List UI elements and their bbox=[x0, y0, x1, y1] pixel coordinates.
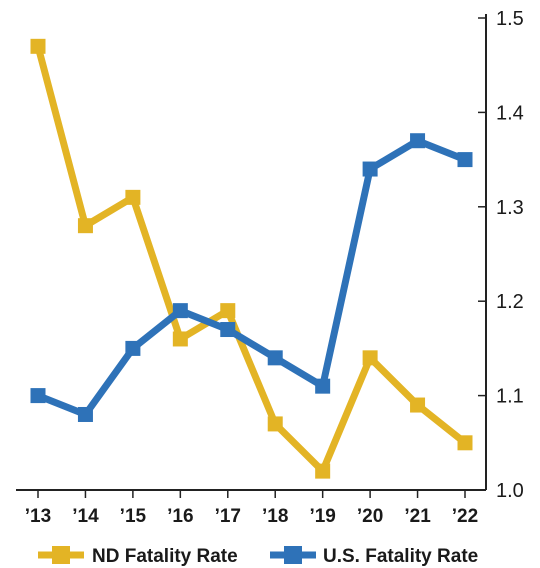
x-tick-label: ’17 bbox=[215, 506, 241, 527]
legend-label: U.S. Fatality Rate bbox=[323, 546, 478, 567]
data-point bbox=[125, 341, 140, 356]
data-point bbox=[363, 162, 378, 177]
x-tick-label: ’20 bbox=[357, 506, 383, 527]
x-tick-label: ’13 bbox=[25, 506, 51, 527]
axes: 1.0 1.1 1.2 1.3 1.4 1.5 ’13 ’14 ’15 ’16 ’17 ’18 ’19 ’… bbox=[16, 8, 524, 527]
data-point bbox=[315, 464, 330, 479]
data-point bbox=[31, 388, 46, 403]
x-tick-label: ’16 bbox=[167, 506, 193, 527]
data-point bbox=[173, 331, 188, 346]
series-markers bbox=[31, 39, 473, 479]
legend-marker-swatch bbox=[52, 546, 70, 564]
x-tick-label: ’18 bbox=[262, 506, 288, 527]
y-tick-label: 1.1 bbox=[496, 386, 524, 408]
y-tick-label: 1.4 bbox=[496, 102, 524, 124]
legend: ND Fatality Rate U.S. Fatality Rate bbox=[38, 546, 478, 567]
y-tick-label: 1.5 bbox=[496, 8, 524, 30]
data-point bbox=[315, 379, 330, 394]
series-lines bbox=[38, 46, 465, 471]
x-tick-label: ’15 bbox=[120, 506, 147, 527]
x-tick-label: ’21 bbox=[404, 506, 431, 527]
data-point bbox=[268, 350, 283, 365]
data-point bbox=[31, 39, 46, 54]
data-point bbox=[268, 416, 283, 431]
data-point bbox=[458, 152, 473, 167]
data-point bbox=[173, 303, 188, 318]
legend-marker-swatch bbox=[284, 546, 302, 564]
data-point bbox=[220, 303, 235, 318]
x-tick-label: ’22 bbox=[452, 506, 478, 527]
y-tick-label: 1.0 bbox=[496, 480, 524, 502]
data-point bbox=[410, 133, 425, 148]
series-line-0 bbox=[38, 46, 465, 471]
data-point bbox=[410, 398, 425, 413]
data-point bbox=[78, 407, 93, 422]
data-point bbox=[363, 350, 378, 365]
legend-label: ND Fatality Rate bbox=[92, 546, 238, 567]
data-point bbox=[458, 435, 473, 450]
data-point bbox=[220, 322, 235, 337]
x-tick-label: ’14 bbox=[72, 506, 99, 527]
data-point bbox=[78, 218, 93, 233]
y-tick-label: 1.2 bbox=[496, 291, 524, 313]
y-tick-label: 1.3 bbox=[496, 197, 524, 219]
x-tick-label: ’19 bbox=[309, 506, 335, 527]
data-point bbox=[125, 190, 140, 205]
